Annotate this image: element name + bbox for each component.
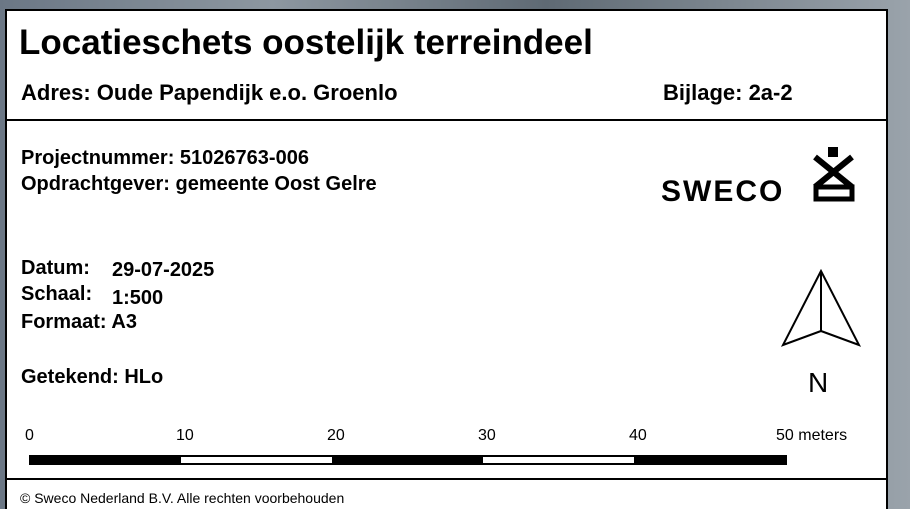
scale-bar	[29, 454, 791, 466]
scale-label: 0	[25, 427, 34, 445]
divider	[7, 478, 886, 480]
format: Formaat: A3	[21, 311, 137, 334]
north-label: N	[808, 367, 828, 399]
scale-label: 10	[176, 427, 194, 445]
scale-label: 30	[478, 427, 496, 445]
drawn-by: Getekend: HLo	[21, 366, 163, 389]
scale-label: Schaal:	[21, 283, 92, 306]
date-label: Datum:	[21, 257, 90, 280]
footer: © Sweco Nederland B.V. Alle rechten voor…	[20, 490, 344, 506]
scale-label: 20	[327, 427, 345, 445]
scale-label: 50 meters	[776, 427, 847, 445]
client: Opdrachtgever: gemeente Oost Gelre	[21, 173, 377, 196]
page: Locatieschets oostelijk terreindeel Adre…	[0, 0, 910, 509]
divider	[7, 119, 886, 121]
title-block: Locatieschets oostelijk terreindeel Adre…	[5, 9, 888, 509]
date: 29-07-2025	[112, 259, 214, 282]
address: Adres: Oude Papendijk e.o. Groenlo	[21, 80, 398, 106]
scale: 1:500	[112, 287, 163, 310]
logo: SWECO	[661, 175, 784, 209]
appendix: Bijlage: 2a-2	[663, 80, 793, 106]
scale-label: 40	[629, 427, 647, 445]
north-arrow	[779, 269, 863, 349]
title: Locatieschets oostelijk terreindeel	[19, 23, 593, 63]
logo-icon	[812, 147, 858, 203]
project-number: Projectnummer: 51026763-006	[21, 147, 309, 170]
